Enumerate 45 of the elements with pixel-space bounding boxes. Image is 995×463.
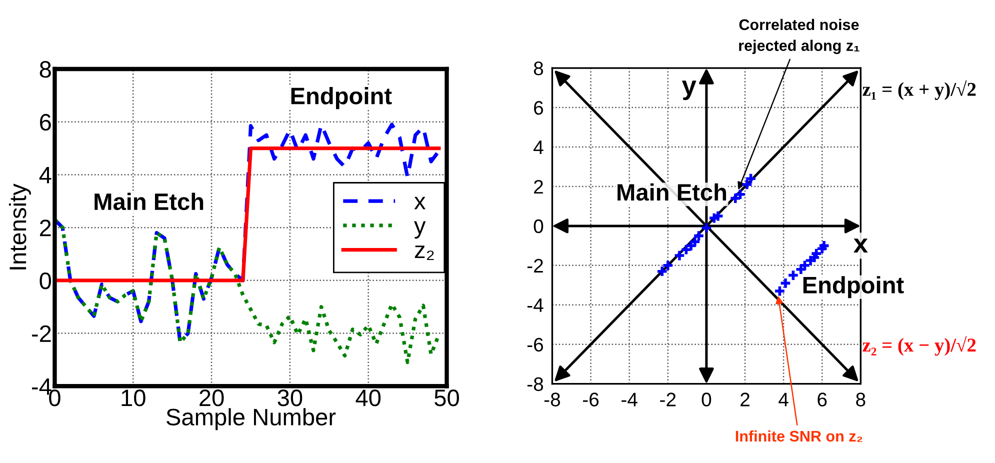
annotation: Main Etch xyxy=(618,183,726,201)
y-tick-label: 4 xyxy=(534,140,544,154)
y-tick-label: -2 xyxy=(527,258,543,272)
legend-label: z₂ xyxy=(414,246,434,260)
legend-label: y xyxy=(414,221,426,239)
y-tick-label: 4 xyxy=(39,167,52,184)
annotation: Infinite SNR on z₂ xyxy=(736,430,862,442)
x-tick-label: 2 xyxy=(740,392,750,406)
x-tick-label: 8 xyxy=(856,392,866,406)
y-tick-label: 0 xyxy=(40,272,52,290)
x-tick-label: 20 xyxy=(200,390,224,406)
y-tick-label: -4 xyxy=(32,378,52,395)
annotation: Correlated noise rejected along z₁ xyxy=(739,18,860,54)
x-tick-label: 40 xyxy=(356,390,381,406)
x-tick-label: 10 xyxy=(122,390,146,406)
y-tick-label: 0 xyxy=(534,219,544,234)
annotation: x xyxy=(854,238,868,253)
x-tick-label: -4 xyxy=(622,392,638,406)
text: z₂ = (x − y)/√2 xyxy=(862,336,976,356)
y-tick-label: 8 xyxy=(40,61,51,78)
x-tick-label: 4 xyxy=(778,392,788,406)
legend-label: x xyxy=(414,196,426,210)
y-tick-label: -6 xyxy=(527,338,544,352)
y-tick-label: -2 xyxy=(32,325,51,342)
x-tick-label: -6 xyxy=(583,392,599,406)
x-tick-label: 6 xyxy=(818,392,827,406)
y-tick-label: 6 xyxy=(534,101,544,115)
y-axis-title: Intensity xyxy=(8,184,31,270)
y-tick-label: 2 xyxy=(534,180,543,194)
x-tick-label: 30 xyxy=(278,390,302,406)
x-tick-label: -8 xyxy=(544,392,560,406)
y-tick-label: -4 xyxy=(527,298,544,312)
y-tick-label: -8 xyxy=(527,377,544,392)
x-tick-label: -2 xyxy=(660,392,676,406)
x-tick-label: 0 xyxy=(702,392,712,406)
x-tick-label: 50 xyxy=(434,390,459,406)
annotation: y xyxy=(682,80,696,100)
annotation: Main Etch xyxy=(94,192,204,210)
annotation: Endpoint xyxy=(803,276,904,298)
annotation: Endpoint xyxy=(291,87,392,110)
x-axis-title: Sample Number xyxy=(166,408,336,430)
y-tick-label: 6 xyxy=(40,114,51,131)
text: z₁ = (x + y)/√2 xyxy=(862,80,976,100)
y-tick-label: 2 xyxy=(40,220,51,236)
y-tick-label: 8 xyxy=(534,62,544,76)
